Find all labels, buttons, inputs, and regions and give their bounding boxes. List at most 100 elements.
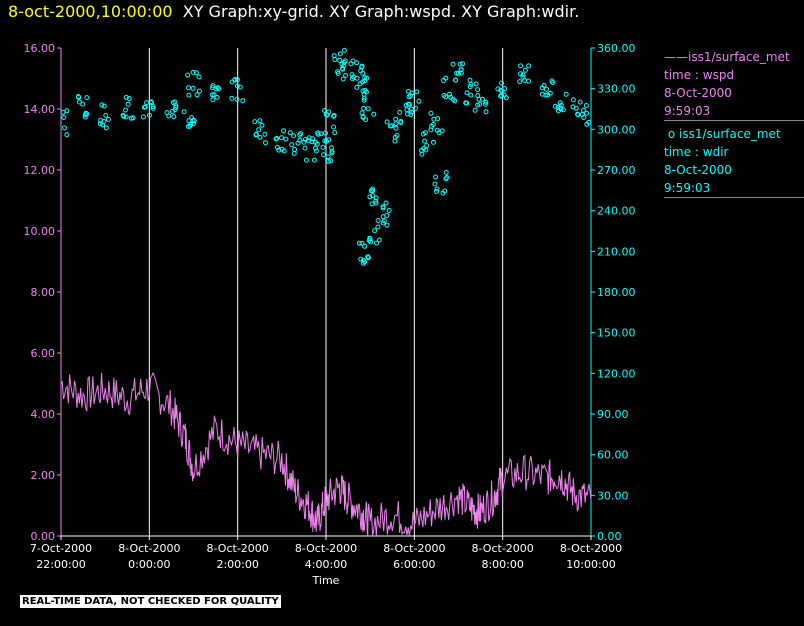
wdir-point — [468, 92, 474, 98]
wdir-point — [419, 151, 425, 157]
wdir-point — [416, 98, 422, 104]
wdir-point — [321, 152, 326, 158]
wdir-point — [361, 97, 367, 103]
wdir-point — [359, 240, 365, 246]
wdir-point — [172, 107, 178, 113]
wdir-point — [522, 67, 528, 73]
wdir-point — [331, 124, 336, 130]
wdir-point — [283, 136, 289, 142]
wdir-point — [99, 102, 105, 108]
wdir-point — [281, 148, 287, 154]
wdir-point — [210, 97, 216, 103]
wdir-point — [434, 186, 440, 192]
wdir-point — [575, 111, 581, 117]
wdir-point — [101, 118, 107, 124]
legend-wspd-date: 8-Oct-2000 — [664, 86, 732, 100]
wdir-point — [443, 169, 449, 175]
wdir-point — [126, 96, 132, 101]
wdir-point — [458, 67, 464, 73]
wdir-point — [196, 74, 202, 80]
wdir-point — [281, 128, 287, 134]
wdir-point — [358, 256, 364, 262]
wdir-point — [375, 224, 381, 230]
legend-wdir-time: 9:59:03 — [664, 181, 711, 195]
wdir-point — [450, 61, 456, 67]
wdir-point — [329, 145, 335, 151]
wdir-point — [372, 228, 378, 234]
wdir-point — [367, 194, 373, 200]
wdir-point — [216, 86, 222, 92]
wdir-point — [362, 259, 368, 265]
wdir-point — [380, 205, 386, 211]
wdir-point — [398, 118, 404, 124]
wdir-point — [302, 145, 308, 151]
x-tick-date-label: 8-Oct-2000 — [207, 542, 269, 555]
wdir-point — [373, 195, 379, 201]
y-right-tick-label: 360.00 — [597, 42, 636, 55]
wdir-point — [253, 132, 259, 138]
wdir-point — [363, 89, 369, 95]
wdir-point — [397, 109, 403, 115]
wdir-point — [142, 104, 148, 110]
wdir-point — [274, 144, 280, 150]
wdir-point — [185, 124, 191, 129]
wdir-point — [464, 100, 470, 106]
x-tick-time-label: 10:00:00 — [566, 558, 615, 571]
wdir-point — [541, 82, 547, 88]
wdir-point — [441, 92, 447, 98]
wdir-point — [475, 102, 481, 108]
wdir-point — [472, 107, 478, 113]
wdir-point — [443, 176, 449, 182]
wdir-point — [324, 138, 329, 144]
wdir-point — [150, 104, 156, 110]
wdir-point — [468, 81, 474, 87]
wdir-point — [447, 91, 453, 97]
y-right-tick-label: 150.00 — [597, 327, 636, 340]
wdir-point — [325, 154, 331, 160]
wdir-point — [499, 80, 505, 86]
wdir-point — [263, 140, 268, 146]
wdir-point — [214, 94, 220, 100]
wdir-point — [545, 92, 551, 98]
wdir-point — [518, 71, 523, 77]
y-right-tick-label: 180.00 — [597, 286, 636, 299]
wdir-point — [147, 112, 152, 118]
wdir-point — [61, 115, 67, 120]
y-right-tick-label: 240.00 — [597, 205, 636, 218]
wdir-point — [482, 101, 488, 107]
wdir-point — [409, 109, 414, 115]
wdir-point — [325, 158, 331, 164]
y-right-tick-label: 0.00 — [597, 530, 622, 543]
wdir-point — [583, 103, 589, 108]
legend-line-symbol: —— — [664, 50, 688, 64]
wdir-point — [577, 99, 583, 105]
y-right-tick-label: 120.00 — [597, 367, 636, 380]
wdir-point — [424, 143, 430, 149]
x-tick-time-label: 8:00:00 — [481, 558, 523, 571]
wdir-point — [320, 144, 326, 150]
wdir-point — [234, 96, 240, 102]
wdir-point — [257, 118, 263, 124]
wdir-point — [252, 119, 258, 125]
wdir-point — [342, 58, 348, 64]
wdir-point — [339, 61, 345, 67]
wdir-point — [313, 145, 318, 151]
legend-wdir-date: 8-Oct-2000 — [664, 163, 732, 177]
wdir-point — [341, 47, 347, 53]
wdir-point — [526, 78, 531, 84]
wdir-point — [234, 77, 240, 83]
wdir-point — [384, 119, 390, 125]
wdir-point — [331, 112, 337, 118]
wdir-point — [340, 76, 346, 82]
wdir-point — [331, 53, 337, 59]
wdir-point — [423, 147, 429, 153]
wdir-point — [337, 57, 343, 63]
wdir-point — [359, 64, 365, 70]
wdir-point — [354, 84, 360, 90]
page-title: 8-oct-2000,10:00:00 XY Graph:xy-grid. XY… — [8, 2, 579, 21]
wdir-point — [375, 218, 381, 223]
wdir-point — [384, 213, 390, 218]
wdir-point — [232, 77, 238, 82]
wdir-point — [193, 70, 199, 76]
